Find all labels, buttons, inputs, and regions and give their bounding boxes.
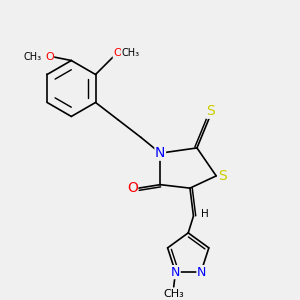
Text: O: O [127, 181, 138, 195]
Text: O: O [45, 52, 54, 62]
Text: H: H [201, 209, 208, 219]
Text: N: N [155, 146, 165, 160]
Text: N: N [171, 266, 180, 279]
Text: S: S [207, 104, 215, 118]
Text: N: N [197, 266, 206, 279]
Text: CH₃: CH₃ [163, 290, 184, 299]
Text: S: S [218, 169, 227, 183]
Text: O: O [113, 48, 122, 58]
Text: CH₃: CH₃ [122, 48, 140, 58]
Text: CH₃: CH₃ [24, 52, 42, 62]
